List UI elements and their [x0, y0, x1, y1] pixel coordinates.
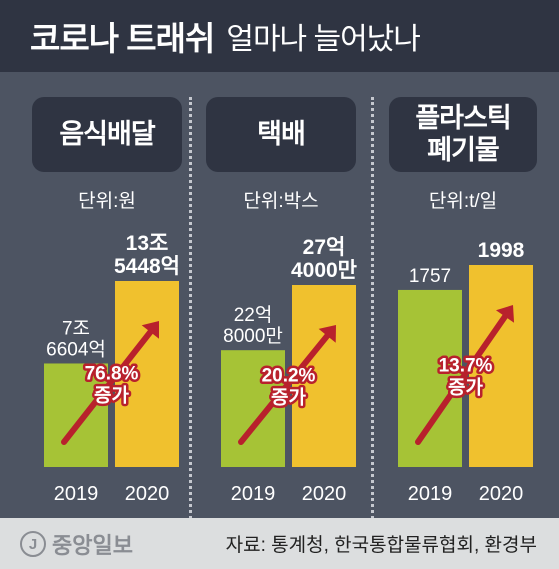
data-label: 27억	[303, 236, 346, 259]
data-label: 6604억	[46, 338, 106, 360]
data-label: 22억	[234, 304, 273, 326]
logo-text: 중앙일보	[52, 533, 133, 558]
logo-mark-icon: J	[20, 531, 46, 557]
panel-title-plastic-line1: 플라스틱	[415, 103, 511, 134]
trend-arrow-head-icon	[495, 305, 515, 323]
panel-title-plastic-line2: 폐기물	[427, 134, 500, 165]
unit-label-food-delivery: 단위:원	[78, 191, 136, 212]
bar-2019	[221, 350, 285, 467]
change-label: 증가	[448, 377, 483, 399]
change-label: 76.8%	[85, 364, 139, 385]
panel-title-parcel: 택배	[206, 97, 356, 172]
footer	[0, 518, 559, 569]
publisher-logo: J 중앙일보	[20, 528, 133, 560]
data-label: 13조	[126, 232, 169, 255]
data-label: 7조	[62, 318, 90, 339]
change-label: 증가	[271, 387, 306, 409]
bar-2019	[44, 363, 108, 467]
data-label: 8000만	[223, 325, 283, 347]
panel-divider	[189, 97, 192, 525]
bar-2020	[292, 285, 356, 467]
bar-2019	[398, 289, 462, 467]
trend-arrow-shaft	[238, 332, 331, 445]
x-tick-label: 2019	[54, 483, 99, 505]
trend-arrow-head-icon	[318, 325, 336, 343]
bar-2020	[469, 265, 533, 467]
panel-title-plastic: 플라스틱 폐기물	[389, 97, 537, 172]
source-note: 자료: 통계청, 한국통합물류협회, 환경부	[225, 535, 537, 556]
title-main: 코로나 트래쉬	[30, 20, 215, 57]
data-label: 5448억	[114, 255, 180, 278]
x-tick-label: 2020	[479, 483, 524, 505]
change-label: 증가	[94, 385, 129, 407]
data-label: 1998	[478, 239, 525, 262]
data-label: 4000만	[291, 259, 357, 282]
trend-arrow-shaft	[61, 329, 154, 445]
trend-arrow-head-icon	[141, 321, 160, 339]
x-tick-label: 2020	[125, 483, 170, 505]
title-bar: 코로나 트래쉬 얼마나 늘어났나	[0, 0, 559, 72]
bar-2020	[115, 281, 179, 467]
change-label: 13.7%	[439, 356, 493, 377]
x-tick-label: 2020	[302, 483, 347, 505]
x-tick-label: 2019	[231, 483, 276, 505]
title-sub: 얼마나 늘어났나	[226, 23, 421, 56]
panel-title-food-delivery: 음식배달	[32, 97, 182, 172]
x-tick-label: 2019	[408, 483, 453, 505]
unit-label-plastic: 단위:t/일	[428, 191, 498, 212]
unit-label-parcel: 단위:박스	[243, 191, 319, 212]
change-label: 20.2%	[262, 366, 316, 387]
data-label: 1757	[409, 266, 451, 287]
panel-divider	[371, 97, 374, 525]
trend-arrow-shaft	[415, 313, 509, 445]
